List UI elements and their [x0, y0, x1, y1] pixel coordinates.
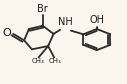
- Text: CH₃: CH₃: [32, 58, 44, 64]
- Text: O: O: [2, 28, 11, 38]
- Text: CH₃: CH₃: [48, 58, 61, 64]
- Text: Br: Br: [37, 4, 48, 14]
- Text: OH: OH: [90, 15, 105, 25]
- Text: NH: NH: [58, 17, 73, 27]
